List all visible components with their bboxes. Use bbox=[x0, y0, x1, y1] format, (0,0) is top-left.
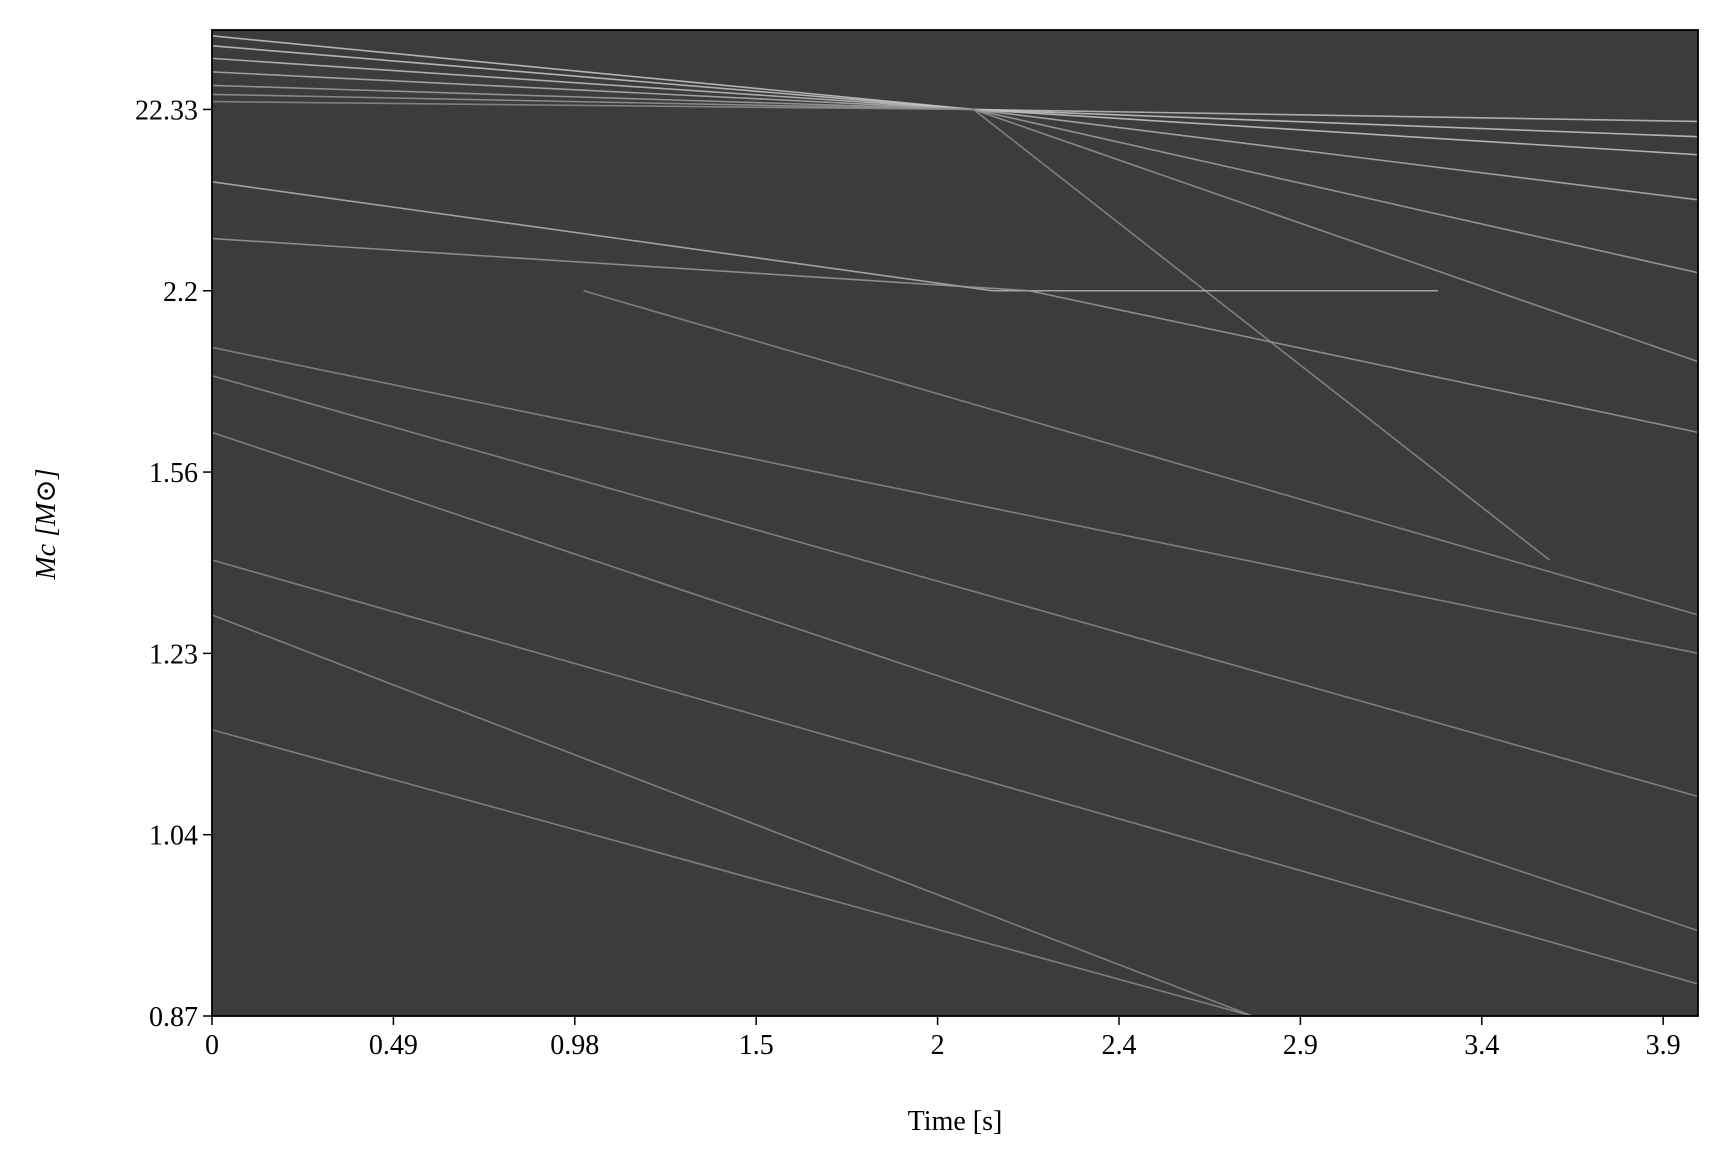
y-tick-label: 22.33 bbox=[135, 95, 198, 126]
track-line bbox=[583, 289, 1698, 616]
track-line bbox=[212, 559, 1698, 985]
x-tick-label: 0.98 bbox=[550, 1030, 599, 1061]
track-line bbox=[212, 728, 1253, 1016]
y-axis-label: Mc [M⊙] bbox=[31, 468, 62, 580]
y-tick-label: 2.2 bbox=[163, 277, 198, 308]
plot-frame bbox=[211, 29, 1699, 1017]
x-axis-label: Time [s] bbox=[908, 1106, 1003, 1137]
track-line bbox=[212, 237, 1698, 434]
track-line bbox=[212, 180, 1438, 292]
x-tick-label: 3.4 bbox=[1464, 1030, 1499, 1061]
plot-lines bbox=[212, 35, 1698, 1016]
x-tick-label: 0.49 bbox=[369, 1030, 418, 1061]
track-line bbox=[212, 431, 1698, 932]
x-tick-label: 2.9 bbox=[1283, 1030, 1318, 1061]
x-tick-label: 1.5 bbox=[739, 1030, 774, 1061]
x-tick-label: 2.4 bbox=[1101, 1030, 1136, 1061]
x-tick-label: 0 bbox=[205, 1030, 219, 1061]
y-tick-label: 0.87 bbox=[149, 1002, 198, 1033]
plot-background bbox=[212, 30, 1698, 1016]
x-tick-label: 3.9 bbox=[1646, 1030, 1681, 1061]
track-line bbox=[212, 100, 1550, 561]
y-tick-label: 1.04 bbox=[149, 821, 198, 852]
track-line bbox=[212, 346, 1698, 655]
track-line bbox=[212, 614, 1253, 1016]
track-line bbox=[212, 374, 1698, 798]
y-tick-label: 1.56 bbox=[149, 458, 198, 489]
x-tick-label: 2 bbox=[931, 1030, 945, 1061]
y-tick-label: 1.23 bbox=[149, 639, 198, 670]
